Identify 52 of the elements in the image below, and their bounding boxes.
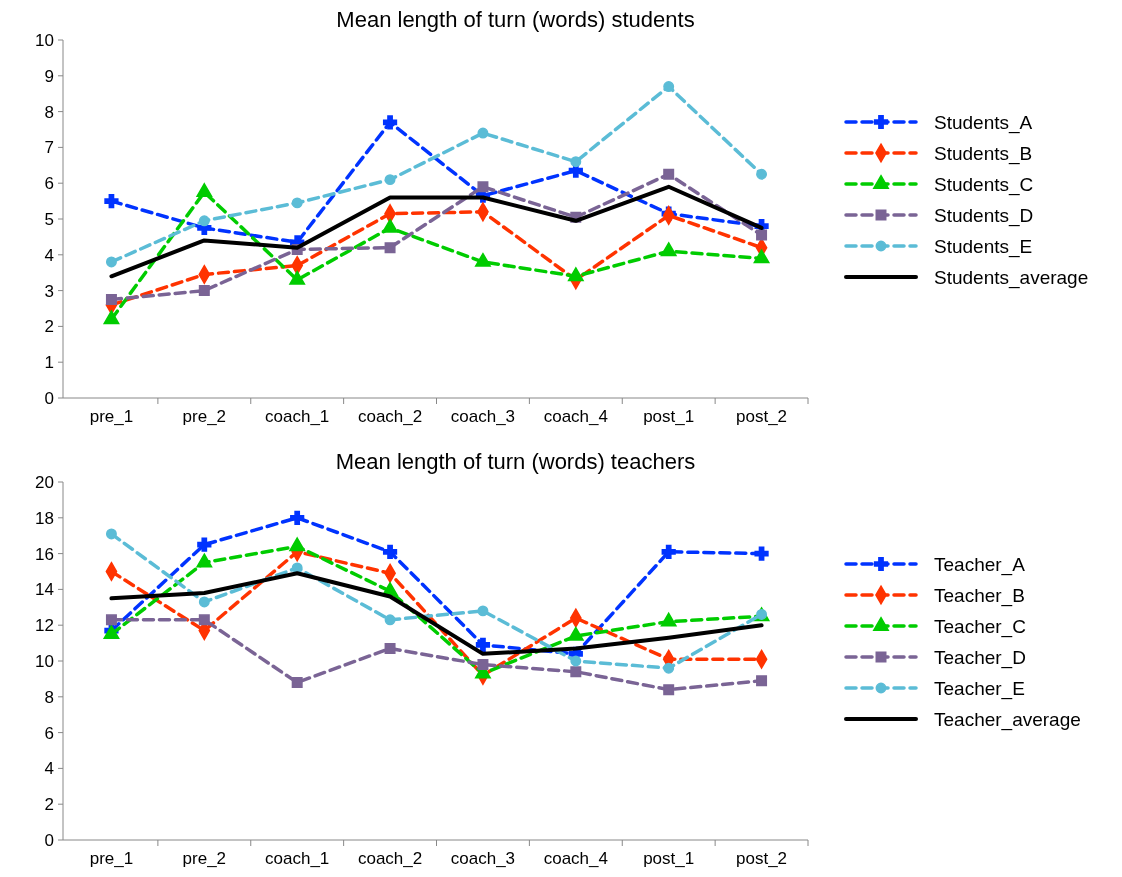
legend-label: Teacher_average	[934, 708, 1081, 731]
y-tick-label: 10	[35, 651, 54, 671]
y-tick-label: 20	[35, 472, 54, 492]
y-tick-label: 14	[35, 580, 54, 600]
legend-label: Students_A	[934, 111, 1033, 134]
x-tick-label: post_2	[736, 407, 788, 426]
legend-label: Teacher_E	[934, 677, 1025, 700]
x-tick-label: post_2	[736, 849, 788, 868]
legend-label: Teacher_C	[934, 615, 1026, 638]
y-tick-label: 8	[44, 102, 54, 122]
chart-title: Mean length of turn (words) students	[336, 7, 695, 32]
y-tick-label: 3	[44, 281, 54, 301]
x-tick-label: coach_1	[265, 849, 330, 868]
x-tick-label: pre_2	[182, 849, 227, 868]
y-tick-label: 0	[44, 830, 54, 850]
y-tick-label: 10	[35, 30, 54, 50]
y-tick-label: 6	[44, 174, 54, 194]
y-tick-label: 18	[35, 508, 54, 528]
x-tick-label: coach_1	[265, 407, 330, 426]
y-tick-label: 5	[44, 209, 54, 229]
x-tick-label: post_1	[643, 849, 695, 868]
y-tick-label: 9	[44, 66, 54, 86]
x-tick-label: coach_3	[450, 849, 516, 868]
legend-label: Teacher_A	[934, 553, 1026, 576]
x-tick-label: pre_1	[89, 407, 134, 426]
x-tick-label: coach_3	[450, 407, 516, 426]
y-tick-label: 2	[44, 317, 54, 337]
legend-label: Students_D	[934, 204, 1034, 227]
y-tick-label: 4	[44, 245, 54, 265]
x-tick-label: coach_4	[543, 849, 608, 868]
legend-label: Students_E	[934, 235, 1033, 258]
y-tick-label: 1	[44, 353, 54, 373]
y-tick-label: 12	[35, 616, 54, 636]
legend-label: Students_average	[934, 266, 1089, 289]
legend-label: Students_C	[934, 173, 1034, 196]
x-tick-label: coach_2	[357, 407, 423, 426]
legend-label: Students_B	[934, 142, 1033, 165]
x-tick-label: pre_2	[182, 407, 227, 426]
y-tick-label: 8	[44, 687, 54, 707]
x-tick-label: post_1	[643, 407, 695, 426]
y-tick-label: 0	[44, 388, 54, 408]
legend-label: Teacher_B	[934, 584, 1025, 607]
chart-title: Mean length of turn (words) teachers	[335, 449, 696, 474]
y-tick-label: 2	[44, 795, 54, 815]
y-tick-label: 4	[44, 759, 54, 779]
x-tick-label: coach_4	[543, 407, 608, 426]
y-tick-label: 16	[35, 544, 54, 564]
legend-label: Teacher_D	[934, 646, 1026, 669]
y-tick-label: 6	[44, 723, 54, 743]
x-tick-label: coach_2	[357, 849, 423, 868]
y-tick-label: 7	[44, 138, 54, 158]
x-tick-label: pre_1	[89, 849, 134, 868]
